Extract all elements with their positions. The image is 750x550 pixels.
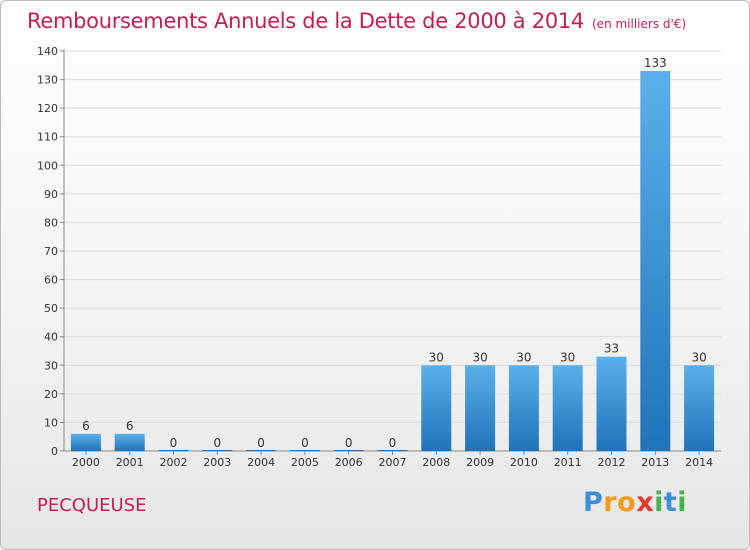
bar (70, 433, 101, 451)
chart-unit: (en milliers d'€) (592, 17, 687, 31)
bar (465, 365, 496, 451)
bar (508, 365, 539, 451)
data-label: 0 (389, 436, 397, 450)
data-label: 6 (82, 419, 90, 433)
y-tick-label: 70 (44, 245, 58, 258)
x-tick-label: 2007 (379, 456, 407, 469)
proxiti-logo: Proxiti (583, 487, 687, 518)
y-tick-label: 40 (44, 331, 58, 344)
y-tick-label: 140 (37, 45, 58, 58)
y-tick-label: 80 (44, 216, 58, 229)
data-label: 133 (644, 56, 667, 70)
grid-lines (64, 50, 721, 423)
bars (70, 71, 715, 451)
x-tick-label: 2009 (466, 456, 494, 469)
x-tick-label: 2005 (291, 456, 319, 469)
chart-title: Remboursements Annuels de la Dette de 20… (27, 9, 686, 33)
bar (114, 433, 145, 451)
y-tick-label: 100 (37, 159, 58, 172)
data-label: 33 (604, 342, 619, 356)
x-tick-label: 2011 (554, 456, 582, 469)
data-label: 30 (472, 350, 487, 364)
bar (377, 450, 408, 451)
logo-letter: x (636, 487, 655, 518)
x-axis-ticks: 2000 2001 2002 2003 2004 2005 2006 2007 2008 2009… (72, 451, 713, 469)
x-tick-label: 2002 (160, 456, 188, 469)
bar (246, 450, 277, 451)
x-tick-label: 2013 (641, 456, 669, 469)
chart-title-text: Remboursements Annuels de la Dette de 20… (27, 9, 584, 33)
data-label: 0 (213, 436, 221, 450)
data-label: 30 (516, 350, 531, 364)
x-tick-label: 2014 (685, 456, 713, 469)
logo-letter: P (583, 487, 604, 518)
x-tick-label: 2004 (247, 456, 275, 469)
data-label: 0 (345, 436, 353, 450)
y-tick-label: 90 (44, 188, 58, 201)
x-tick-label: 2010 (510, 456, 538, 469)
y-tick-label: 10 (44, 416, 58, 429)
data-label: 0 (257, 436, 265, 450)
y-tick-label: 0 (51, 445, 58, 458)
y-tick-label: 130 (37, 74, 58, 87)
commune-name: PECQUEUSE (37, 495, 147, 516)
x-tick-label: 2003 (203, 456, 231, 469)
bar (684, 365, 715, 451)
bar (640, 71, 671, 451)
x-tick-label: 2000 (72, 456, 100, 469)
bar (421, 365, 452, 451)
y-tick-label: 110 (37, 131, 58, 144)
bar (202, 450, 233, 451)
data-label: 6 (126, 419, 134, 433)
bar (289, 450, 320, 451)
y-tick-label: 20 (44, 388, 58, 401)
logo-letter: o (617, 487, 637, 518)
data-label: 30 (560, 350, 575, 364)
data-label: 0 (170, 436, 178, 450)
x-tick-label: 2001 (116, 456, 144, 469)
x-tick-label: 2012 (598, 456, 626, 469)
y-tick-label: 60 (44, 274, 58, 287)
x-tick-label: 2008 (422, 456, 450, 469)
x-tick-label: 2006 (335, 456, 363, 469)
bar (158, 450, 189, 451)
data-label: 30 (429, 350, 444, 364)
logo-letter: t (663, 487, 678, 518)
data-labels: 6 6 0 0 0 0 0 0 30 30 30 30 33 133 30 (82, 56, 707, 450)
y-tick-label: 120 (37, 102, 58, 115)
logo-letter: i (654, 487, 664, 518)
y-tick-label: 30 (44, 359, 58, 372)
data-label: 0 (301, 436, 309, 450)
logo-letter: i (677, 487, 688, 518)
data-label: 30 (691, 350, 706, 364)
bar (333, 450, 364, 451)
y-axis-ticks: 0 10 20 30 40 50 60 70 80 90 100 110 120 130 140 (37, 45, 64, 458)
bar (596, 356, 627, 451)
logo-letter: r (603, 487, 618, 518)
y-tick-label: 50 (44, 302, 58, 315)
bar (552, 365, 583, 451)
